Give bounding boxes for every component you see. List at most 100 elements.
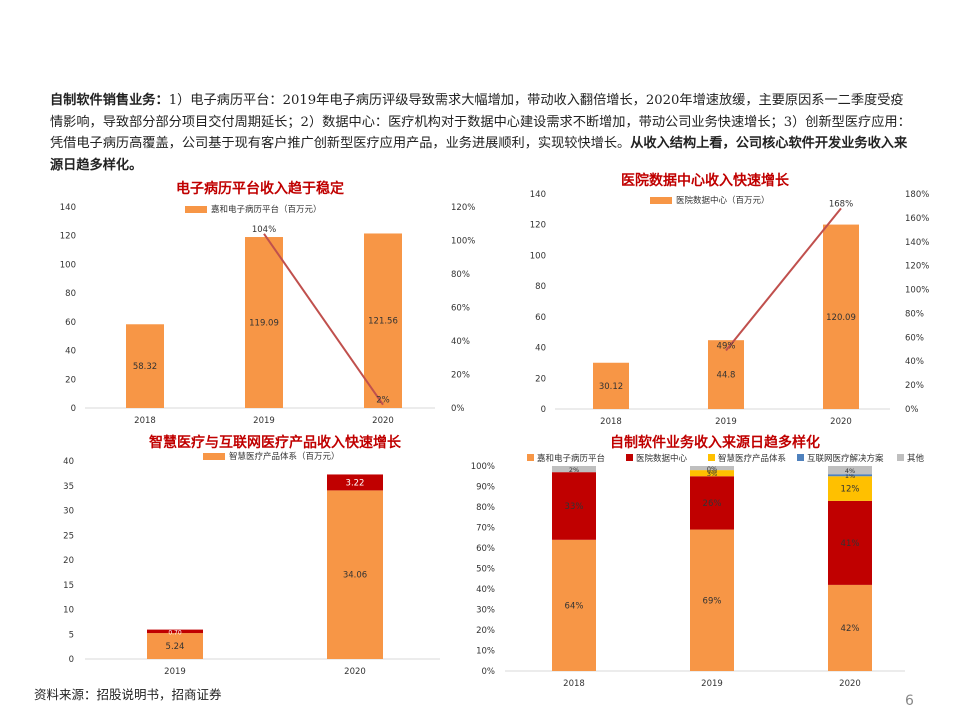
- chart4-bar-segment: [552, 539, 596, 671]
- chart4-legend-swatch: [897, 454, 904, 461]
- chart2-x-tick-label: 2020: [830, 417, 852, 427]
- chart1-bar-value: 119.09: [249, 319, 279, 329]
- chart2-bar-value: 120.09: [826, 313, 856, 323]
- chart4-segment-value: 26%: [703, 499, 722, 509]
- chart3-y-tick-label: 20: [63, 556, 74, 566]
- chart1-y2-tick-label: 80%: [451, 270, 470, 280]
- chart4-segment-value: 64%: [565, 601, 584, 611]
- chart1-y-tick-label: 40: [65, 347, 76, 357]
- chart4-segment-value: 69%: [703, 596, 722, 606]
- chart1-y2-tick-label: 0%: [451, 404, 465, 414]
- chart4-y-tick-label: 60%: [476, 544, 495, 554]
- chart3-segment-value: 0.70: [168, 629, 182, 636]
- chart3-bar-segment: [327, 474, 383, 491]
- chart2-bar: [708, 340, 744, 409]
- chart4-y-tick-label: 50%: [476, 565, 495, 575]
- chart1-y2-tick-label: 40%: [451, 337, 470, 347]
- chart2-y-tick-label: 40: [535, 344, 546, 354]
- chart3-segment-value: 3.22: [346, 478, 365, 488]
- chart4-bar-segment: [828, 584, 872, 671]
- chart2-growth-label: 168%: [829, 199, 853, 209]
- chart1-growth-line: [263, 233, 384, 406]
- chart1-bar: [245, 237, 283, 408]
- chart1-growth-label: 2%: [376, 396, 390, 406]
- chart4-bar-segment: [828, 500, 872, 585]
- chart1-x-tick-label: 2020: [372, 416, 394, 426]
- intro-body: 1）电子病历平台：2019年电子病历评级导致需求大幅增加，带动收入翻倍增长，20…: [50, 93, 911, 151]
- chart4-legend-swatch: [797, 454, 804, 461]
- chart3-y-tick-label: 5: [69, 630, 74, 640]
- chart2-y2-tick-label: 60%: [905, 333, 924, 343]
- chart4-bar-segment: [690, 476, 734, 530]
- chart2-bar-value: 44.8: [717, 371, 736, 381]
- chart4-y-tick-label: 80%: [476, 503, 495, 513]
- chart2-y2-tick-label: 0%: [905, 405, 919, 415]
- chart4-legend-label: 智慧医疗产品体系: [718, 453, 786, 464]
- chart4-segment-value: 1%: [845, 472, 855, 480]
- chart4-segment-value: 3%: [707, 470, 717, 478]
- chart4-y-tick-label: 20%: [476, 626, 495, 636]
- chart1-y-tick-label: 0: [71, 404, 76, 414]
- chart1-y2-tick-label: 120%: [451, 203, 475, 213]
- chart4-legend-label: 其他: [907, 453, 925, 464]
- chart4-bar-segment: [552, 472, 596, 540]
- chart1-y2-tick-label: 20%: [451, 371, 470, 381]
- chart2-y2-tick-label: 140%: [905, 238, 929, 248]
- chart1-y-tick-label: 140: [60, 203, 76, 213]
- chart1-bar-value: 58.32: [133, 362, 157, 372]
- chart2-y2-tick-label: 80%: [905, 309, 924, 319]
- chart3-segment-value: 5.24: [166, 642, 185, 652]
- chart2-y-tick-label: 120: [530, 221, 546, 231]
- chart4-bar-segment: [828, 474, 872, 477]
- chart2-legend-swatch: [650, 197, 672, 204]
- chart3-y-tick-label: 40: [63, 457, 74, 467]
- chart4-legend-label: 医院数据中心: [636, 453, 688, 464]
- chart3-bar-segment: [147, 633, 203, 659]
- chart4-segment-value: 2%: [569, 466, 579, 474]
- chart1-title: 电子病历平台收入趋于稳定: [176, 181, 344, 197]
- chart4-segment-value: 12%: [841, 485, 860, 495]
- chart4-y-tick-label: 40%: [476, 585, 495, 595]
- chart3-y-tick-label: 25: [63, 531, 74, 541]
- chart2-y-tick-label: 0: [541, 405, 546, 415]
- chart4-segment-value: 0%: [707, 465, 717, 473]
- chart2-bar: [593, 362, 629, 409]
- chart3-y-tick-label: 30: [63, 507, 74, 517]
- chart1-bar: [364, 233, 402, 408]
- chart1-x-tick-label: 2018: [134, 416, 156, 426]
- chart1-bar: [126, 324, 164, 408]
- chart3-segment-value: 34.06: [343, 571, 367, 581]
- chart2-bar-value: 30.12: [599, 382, 623, 392]
- chart1-y2-tick-label: 60%: [451, 304, 470, 314]
- chart3-x-tick-label: 2019: [164, 667, 186, 677]
- chart4-legend-label: 互联网医疗解决方案: [807, 453, 884, 464]
- chart4-y-tick-label: 0%: [482, 667, 496, 677]
- chart3-y-tick-label: 0: [69, 655, 74, 665]
- chart2-bar: [823, 224, 859, 409]
- chart3-x-tick-label: 2020: [344, 667, 366, 677]
- chart4-y-tick-label: 70%: [476, 524, 495, 534]
- chart4-title: 自制软件业务收入来源日趋多样化: [610, 435, 820, 451]
- chart4-segment-value: 42%: [841, 624, 860, 634]
- chart4-y-tick-label: 30%: [476, 606, 495, 616]
- chart4-segment-value: 41%: [841, 539, 860, 549]
- chart2-y-tick-label: 100: [530, 251, 546, 261]
- chart2-legend-label: 医院数据中心（百万元）: [676, 195, 770, 206]
- chart4-y-tick-label: 10%: [476, 647, 495, 657]
- chart3-legend-label: 智慧医疗产品体系（百万元）: [229, 451, 340, 462]
- chart4-bar-segment: [690, 466, 734, 471]
- chart4-bar-segment: [828, 476, 872, 501]
- chart1-y-tick-label: 100: [60, 260, 76, 270]
- chart4-legend-label: 嘉和电子病历平台: [537, 453, 605, 464]
- chart3-y-tick-label: 35: [63, 482, 74, 492]
- chart2-y-tick-label: 20: [535, 374, 546, 384]
- chart1-x-tick-label: 2019: [253, 416, 275, 426]
- chart2-y-tick-label: 60: [535, 313, 546, 323]
- chart4-bar-segment: [690, 470, 734, 477]
- chart1-growth-label: 104%: [252, 225, 276, 235]
- chart4-bar-segment: [552, 466, 596, 473]
- chart4-y-tick-label: 90%: [476, 483, 495, 493]
- page-number: 6: [905, 693, 914, 709]
